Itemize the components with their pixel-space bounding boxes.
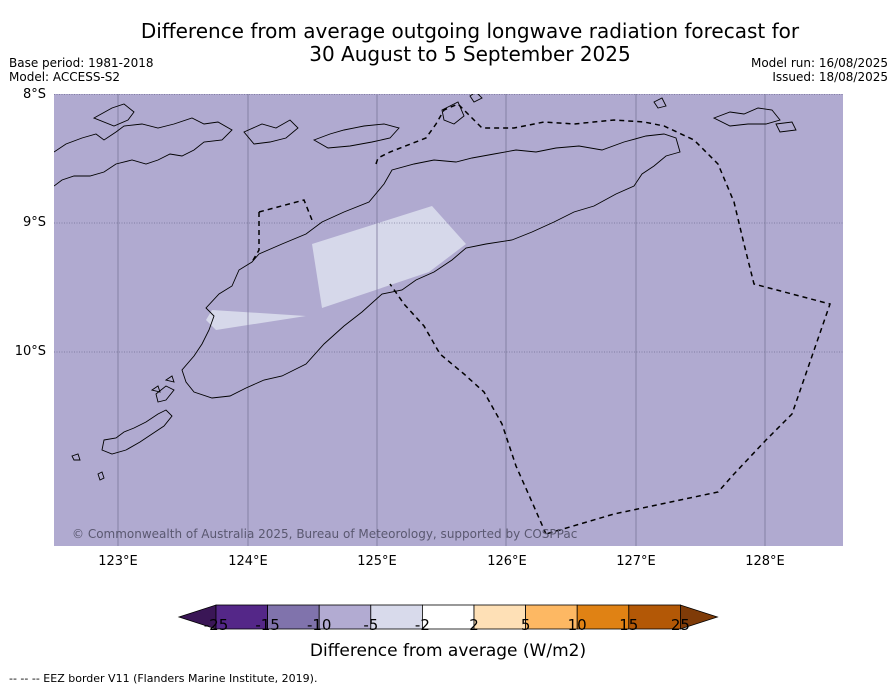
map-svg	[54, 94, 843, 546]
legend-tick-label: -10	[306, 616, 332, 634]
legend-tick-label: 25	[670, 616, 690, 634]
wetar-coastline	[441, 101, 465, 125]
island-east-3	[775, 121, 797, 133]
flores-coastline	[54, 117, 233, 187]
lon-label-128e: 128°E	[745, 554, 785, 569]
anomaly-patch-main	[312, 206, 466, 308]
legend-tick-label: -2	[414, 616, 430, 634]
timor-coastline	[181, 133, 681, 399]
lat-label-8s: 8°S	[22, 87, 46, 102]
legend-tick-label: 5	[520, 616, 531, 634]
colorbar-segment	[421, 604, 475, 630]
legend-tick-label: 2	[469, 616, 479, 634]
eez-border-main	[251, 212, 260, 263]
eez-border-south	[389, 283, 547, 535]
legend-tick-label: -15	[255, 616, 280, 634]
colorbar-segment	[318, 604, 372, 630]
colorbar-segment	[576, 604, 630, 630]
eez-footnote: -- -- -- EEZ border V11 (Flanders Marine…	[9, 672, 318, 685]
eez-border-timor	[375, 103, 831, 535]
eez-border	[251, 103, 831, 535]
island-east-1	[653, 97, 667, 109]
issued-date: Issued: 18/08/2025	[772, 70, 888, 84]
adonara-coastline	[92, 103, 135, 127]
title-line-1: Difference from average outgoing longwav…	[140, 19, 800, 43]
legend-tick-label: -5	[363, 616, 379, 634]
map-title: Difference from average outgoing longwav…	[0, 20, 896, 66]
map-panel: © Commonwealth of Australia 2025, Bureau…	[54, 94, 843, 546]
legend-colorbar	[177, 604, 719, 630]
legend-title: Difference from average (W/m2)	[309, 641, 587, 661]
lon-label-124e: 124°E	[228, 554, 268, 569]
small-island-4	[150, 385, 161, 393]
colorbar-arrow-right	[680, 604, 719, 630]
meta-left: Base period: 1981-2018 Model: ACCESS-S2	[9, 56, 154, 84]
lon-label-123e: 123°E	[98, 554, 138, 569]
model-name: Model: ACCESS-S2	[9, 70, 121, 84]
legend-tick-label: 15	[619, 616, 639, 634]
small-island-3	[164, 375, 175, 383]
anomaly-patch-west	[206, 310, 306, 330]
alor-coastline	[312, 123, 400, 149]
sumba-savu-coastline	[101, 409, 173, 455]
rote-coastline	[155, 385, 175, 403]
model-run: Model run: 16/08/2025	[750, 56, 888, 70]
gridlines	[54, 94, 843, 353]
title-line-2: 30 August to 5 September 2025	[309, 42, 631, 66]
lembata-coastline	[243, 119, 299, 145]
atauro-coastline	[469, 94, 483, 103]
colorbar-segment	[628, 604, 681, 630]
legend-tick-label: 10	[567, 616, 587, 634]
copyright-notice: © Commonwealth of Australia 2025, Bureau…	[72, 527, 578, 541]
small-island-2	[97, 471, 105, 481]
lat-label-9s: 9°S	[22, 215, 46, 230]
base-period: Base period: 1981-2018	[9, 56, 154, 70]
lon-label-127e: 127°E	[616, 554, 656, 569]
small-island-1	[71, 453, 81, 461]
eez-border-north	[258, 199, 313, 221]
lon-label-126e: 126°E	[487, 554, 527, 569]
meta-right: Model run: 16/08/2025 Issued: 18/08/2025	[751, 56, 888, 84]
colorbar-segment	[370, 604, 423, 630]
colorbar-segments	[177, 604, 719, 630]
colorbar-segment	[473, 604, 526, 630]
coastlines	[54, 94, 797, 481]
colorbar-segment	[215, 604, 268, 630]
lat-label-10s: 10°S	[14, 344, 46, 359]
lon-label-125e: 125°E	[357, 554, 397, 569]
island-east-2	[712, 107, 781, 127]
legend-tick-label: -25	[203, 616, 229, 634]
meridians	[117, 94, 766, 546]
